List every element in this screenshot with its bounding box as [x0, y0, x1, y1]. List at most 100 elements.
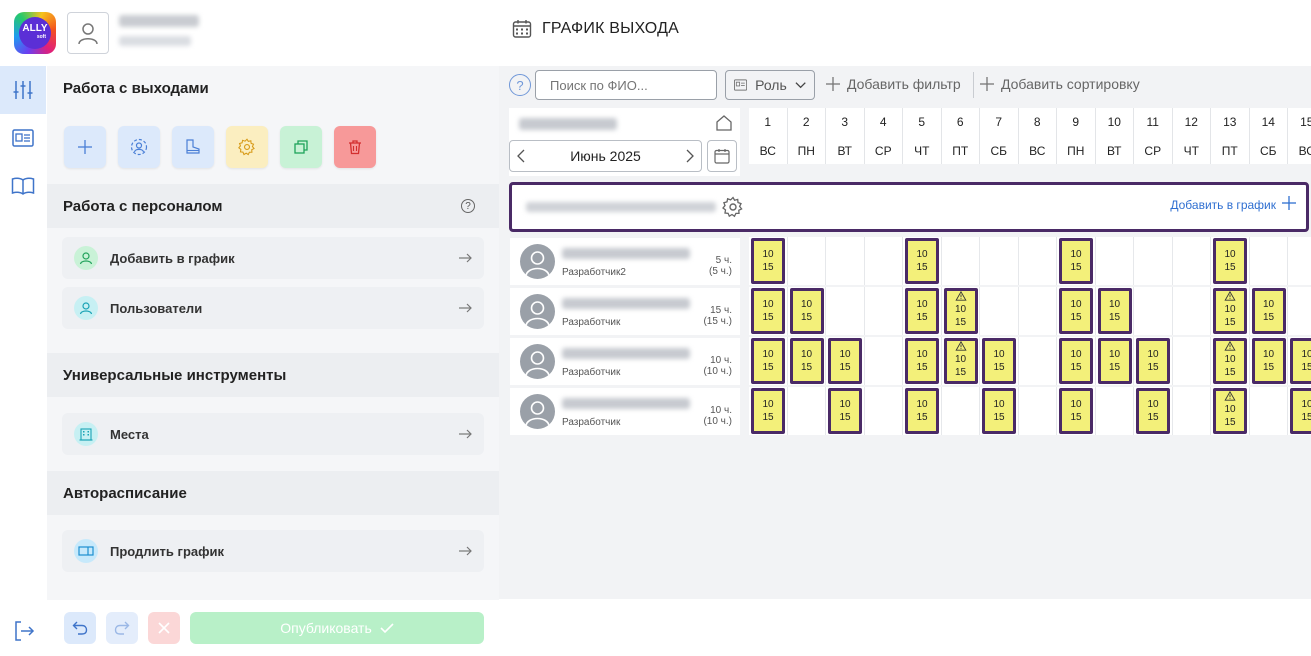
shift-block[interactable]: 10 15	[1136, 338, 1170, 384]
schedule-cell[interactable]	[864, 387, 903, 435]
employee-row[interactable]: Разработчик 10 ч. (10 ч.)	[510, 338, 740, 385]
menu-card-user-add[interactable]: Добавить в график	[62, 237, 484, 279]
day-column-header[interactable]: 11 СР	[1134, 108, 1173, 164]
schedule-cell[interactable]	[1172, 387, 1211, 435]
day-column-header[interactable]: 1 ВС	[749, 108, 788, 164]
shift-block[interactable]: 10 15	[943, 288, 978, 334]
shift-block[interactable]: 10 15	[905, 238, 939, 284]
employee-row[interactable]: Разработчик 10 ч. (10 ч.)	[510, 388, 740, 435]
delete-button[interactable]	[334, 126, 376, 168]
shift-block[interactable]: 10 15	[1097, 338, 1132, 384]
shift-block[interactable]: 10 15	[1059, 238, 1093, 284]
day-column-header[interactable]: 15 ВС	[1288, 108, 1311, 164]
group-settings-button[interactable]	[722, 196, 744, 223]
shift-block[interactable]: 10 15	[905, 288, 939, 334]
home-button[interactable]	[715, 114, 733, 137]
shift-block[interactable]: 10 15	[1097, 288, 1132, 334]
day-column-header[interactable]: 9 ПН	[1057, 108, 1096, 164]
add-to-schedule-link[interactable]: Добавить в график	[1170, 198, 1276, 212]
schedule-cell[interactable]	[864, 237, 903, 285]
shift-block[interactable]: 10 15	[751, 338, 785, 384]
schedule-cell[interactable]	[1018, 237, 1057, 285]
search-input[interactable]	[535, 70, 717, 100]
schedule-cell[interactable]	[1095, 237, 1134, 285]
help-icon[interactable]: ?	[461, 199, 475, 213]
menu-card-building[interactable]: Места	[62, 413, 484, 455]
employee-row[interactable]: Разработчик2 5 ч. (5 ч.)	[510, 238, 740, 285]
rail-id-card[interactable]	[0, 114, 46, 162]
assign-users-button[interactable]	[118, 126, 160, 168]
copy-button[interactable]	[280, 126, 322, 168]
plus-icon[interactable]	[1280, 194, 1298, 212]
chevron-left-icon[interactable]	[516, 149, 526, 163]
shift-block[interactable]: 10 15	[905, 338, 939, 384]
schedule-cell[interactable]	[826, 237, 865, 285]
shift-block[interactable]: 10 15	[789, 338, 824, 384]
rail-book[interactable]	[0, 162, 46, 210]
schedule-cell[interactable]	[1018, 287, 1057, 335]
shift-block[interactable]: 10 15	[1059, 288, 1093, 334]
schedule-cell[interactable]	[1095, 387, 1134, 435]
ally-logo[interactable]: ALLY soft	[14, 12, 56, 54]
day-column-header[interactable]: 7 СБ	[980, 108, 1019, 164]
discard-button[interactable]	[148, 612, 180, 644]
schedule-cell[interactable]	[1288, 237, 1311, 285]
shift-block[interactable]: 10 15	[1213, 338, 1247, 384]
shift-block[interactable]: 10 15	[982, 388, 1016, 434]
shift-block[interactable]: 10 15	[828, 338, 862, 384]
shift-block[interactable]: 10 15	[1136, 388, 1170, 434]
schedule-cell[interactable]	[1018, 337, 1057, 385]
schedule-cell[interactable]	[1018, 387, 1057, 435]
logout-button[interactable]	[13, 620, 35, 647]
schedule-cell[interactable]	[826, 287, 865, 335]
day-column-header[interactable]: 12 ЧТ	[1173, 108, 1211, 164]
shift-block[interactable]: 10 15	[789, 288, 824, 334]
add-sort-button[interactable]: Добавить сортировку	[979, 76, 1140, 92]
chevron-right-icon[interactable]	[685, 149, 695, 163]
profile-avatar[interactable]	[67, 12, 109, 54]
day-column-header[interactable]: 3 ВТ	[826, 108, 865, 164]
day-column-header[interactable]: 13 ПТ	[1211, 108, 1250, 164]
day-column-header[interactable]: 2 ПН	[788, 108, 826, 164]
rail-schedule-settings[interactable]	[0, 66, 46, 114]
day-column-header[interactable]: 10 ВТ	[1096, 108, 1134, 164]
schedule-cell[interactable]	[864, 337, 903, 385]
role-dropdown[interactable]: Роль	[725, 70, 815, 100]
menu-card-extend[interactable]: Продлить график	[62, 530, 484, 572]
schedule-cell[interactable]	[1134, 287, 1173, 335]
shift-block[interactable]: 10 15	[1290, 388, 1311, 434]
date-picker-button[interactable]	[707, 140, 737, 172]
schedule-cell[interactable]	[941, 387, 980, 435]
employee-row[interactable]: Разработчик 15 ч. (15 ч.)	[510, 288, 740, 335]
shift-block[interactable]: 10 15	[1251, 288, 1286, 334]
schedule-cell[interactable]	[1249, 237, 1288, 285]
shift-block[interactable]: 10 15	[1213, 388, 1247, 434]
shift-block[interactable]: 10 15	[1290, 338, 1311, 384]
schedule-cell[interactable]	[1288, 287, 1311, 335]
settings-tool-button[interactable]	[226, 126, 268, 168]
schedule-cell[interactable]	[1172, 287, 1211, 335]
schedule-cell[interactable]	[864, 287, 903, 335]
redo-button[interactable]	[106, 612, 138, 644]
schedule-cell[interactable]	[980, 237, 1019, 285]
schedule-cell[interactable]	[787, 237, 826, 285]
day-column-header[interactable]: 4 СР	[865, 108, 903, 164]
day-column-header[interactable]: 5 ЧТ	[903, 108, 942, 164]
shift-block[interactable]: 10 15	[751, 238, 785, 284]
schedule-cell[interactable]	[1249, 387, 1288, 435]
shift-block[interactable]: 10 15	[1213, 238, 1247, 284]
menu-card-user[interactable]: Пользователи	[62, 287, 484, 329]
shift-block[interactable]: 10 15	[905, 388, 939, 434]
shift-block[interactable]: 10 15	[751, 388, 785, 434]
schedule-cell[interactable]	[787, 387, 826, 435]
day-column-header[interactable]: 14 СБ	[1250, 108, 1288, 164]
help-circle-icon[interactable]: ?	[509, 74, 531, 96]
shift-block[interactable]: 10 15	[982, 338, 1016, 384]
schedule-cell[interactable]	[1172, 337, 1211, 385]
shift-block[interactable]: 10 15	[1059, 388, 1093, 434]
schedule-cell[interactable]	[941, 237, 980, 285]
undo-button[interactable]	[64, 612, 96, 644]
publish-button[interactable]: Опубликовать	[190, 612, 484, 644]
add-filter-button[interactable]: Добавить фильтр	[825, 76, 961, 92]
shift-block[interactable]: 10 15	[1251, 338, 1286, 384]
